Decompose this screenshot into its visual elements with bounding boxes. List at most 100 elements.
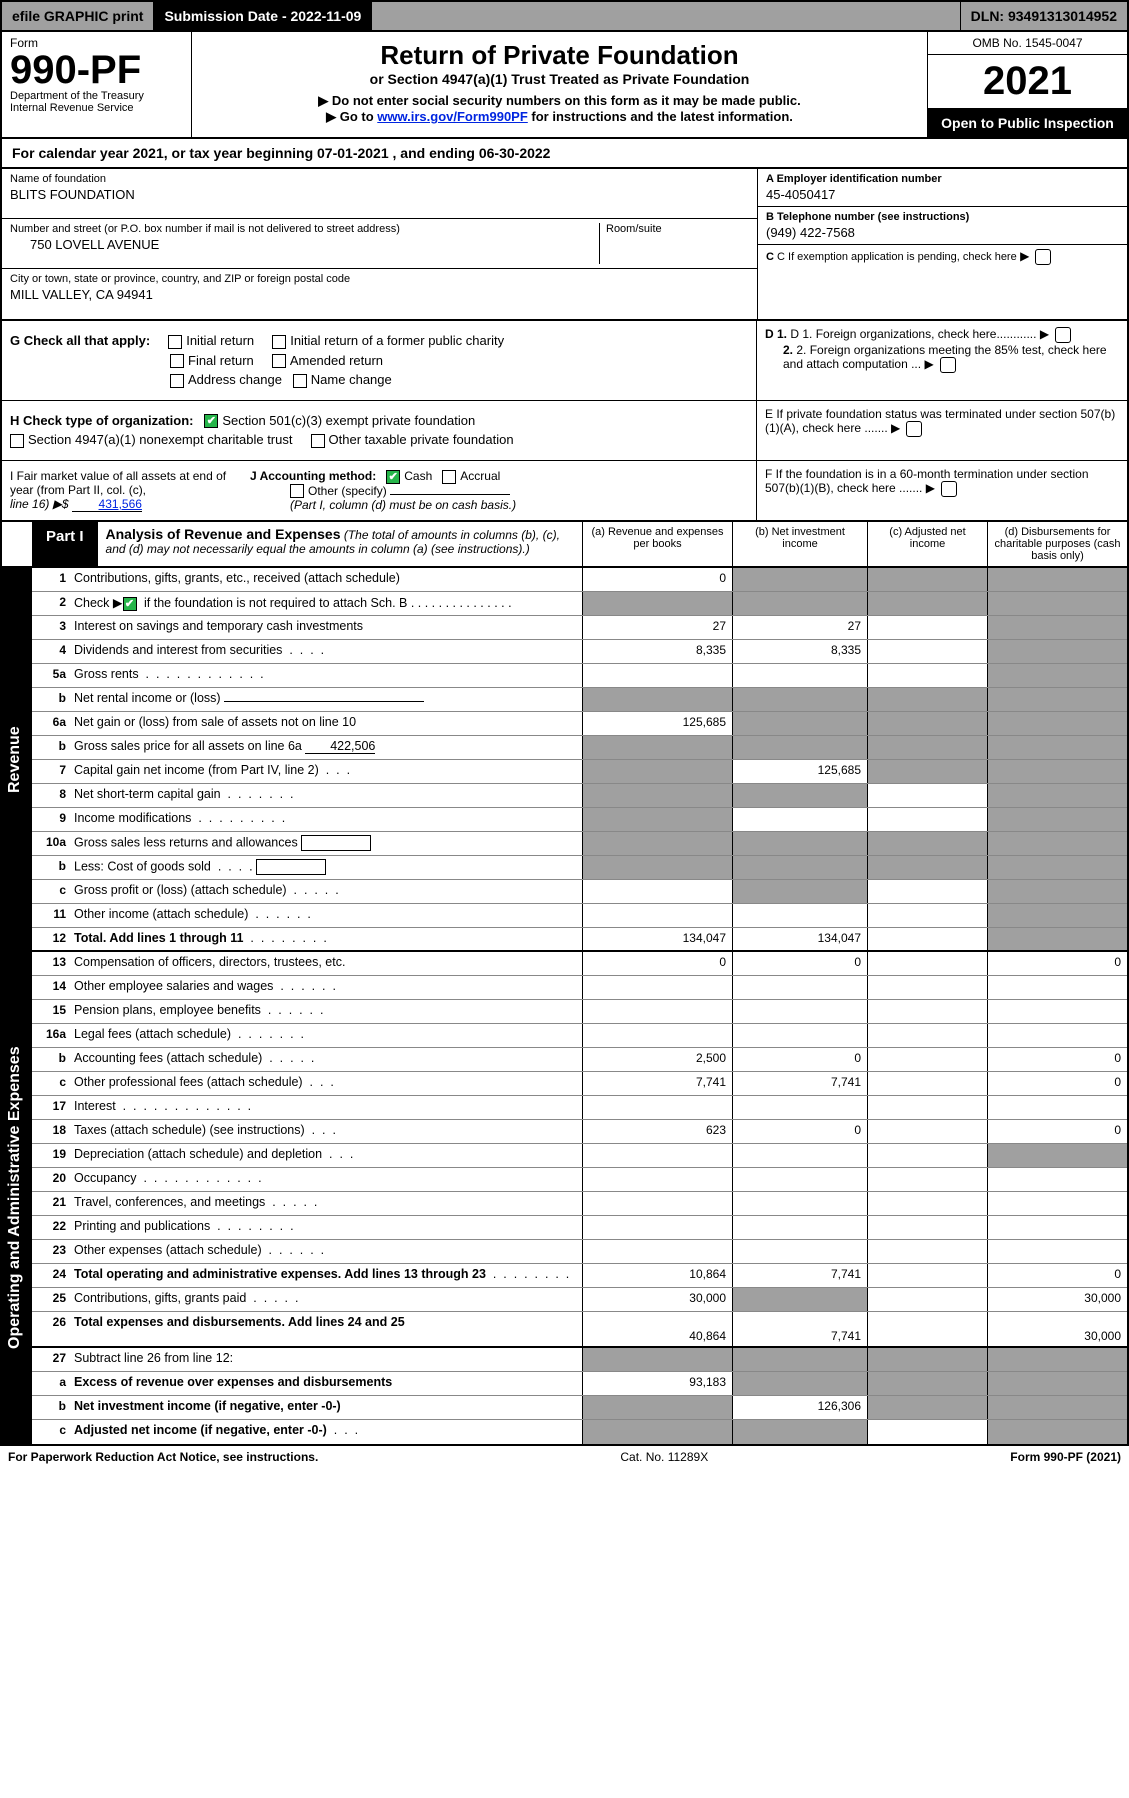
e-terminated: E If private foundation status was termi… [757,401,1127,460]
j-accounting: J Accounting method: Cash Accrual Other … [250,469,748,513]
accrual-checkbox[interactable] [442,470,456,484]
initial-former-checkbox[interactable] [272,335,286,349]
initial-return-checkbox[interactable] [168,335,182,349]
final-return-checkbox[interactable] [170,354,184,368]
section-h-e: H Check type of organization: Section 50… [2,401,1127,461]
cat-number: Cat. No. 11289X [318,1450,1010,1464]
section-g-d: G Check all that apply: Initial return I… [2,321,1127,401]
g-check-row: G Check all that apply: Initial return I… [10,333,748,349]
name-change-checkbox[interactable] [293,374,307,388]
row-12: 12Total. Add lines 1 through 11 . . . . … [32,928,1127,952]
row-10c: cGross profit or (loss) (attach schedule… [32,880,1127,904]
f-checkbox[interactable] [941,481,957,497]
bullet-ssn: ▶ Do not enter social security numbers o… [200,93,919,109]
revenue-side-label: Revenue [2,568,32,952]
form-title: Return of Private Foundation [200,40,919,71]
row-9: 9Income modifications . . . . . . . . . [32,808,1127,832]
row-18: 18Taxes (attach schedule) (see instructi… [32,1120,1127,1144]
ein-cell: A Employer identification number 45-4050… [758,169,1127,207]
row-20: 20Occupancy . . . . . . . . . . . . [32,1168,1127,1192]
row-25: 25Contributions, gifts, grants paid . . … [32,1288,1127,1312]
col-c-header: (c) Adjusted net income [867,522,987,566]
city-cell: City or town, state or province, country… [2,269,757,319]
address-cell: Number and street (or P.O. box number if… [2,219,757,269]
irs-label: Internal Revenue Service [10,102,183,114]
telephone-cell: B Telephone number (see instructions) (9… [758,207,1127,245]
4947a1-checkbox[interactable] [10,434,24,448]
schb-checkbox[interactable] [123,597,137,611]
row-22: 22Printing and publications . . . . . . … [32,1216,1127,1240]
submission-date: Submission Date - 2022-11-09 [154,2,372,30]
row-16c: cOther professional fees (attach schedul… [32,1072,1127,1096]
exemption-checkbox[interactable] [1035,249,1051,265]
form990pf-link[interactable]: www.irs.gov/Form990PF [377,109,528,124]
d1-checkbox[interactable] [1055,327,1071,343]
expenses-side-label: Operating and Administrative Expenses [2,952,32,1444]
h-org-type: H Check type of organization: Section 50… [10,413,748,429]
revenue-section: Revenue 1Contributions, gifts, grants, e… [2,567,1127,952]
i-fmv: I Fair market value of all assets at end… [10,469,250,513]
open-public-inspection: Open to Public Inspection [928,109,1127,137]
dept-treasury: Department of the Treasury [10,90,183,102]
amended-return-checkbox[interactable] [272,354,286,368]
row-10b: bLess: Cost of goods sold . . . . [32,856,1127,880]
other-taxable-checkbox[interactable] [311,434,325,448]
row-23: 23Other expenses (attach schedule) . . .… [32,1240,1127,1264]
e-checkbox[interactable] [906,421,922,437]
dln: DLN: 93491313014952 [960,2,1127,30]
entity-info: Name of foundation BLITS FOUNDATION Numb… [2,169,1127,321]
foundation-name-cell: Name of foundation BLITS FOUNDATION [2,169,757,219]
row-27b: bNet investment income (if negative, ent… [32,1396,1127,1420]
calendar-year-row: For calendar year 2021, or tax year begi… [2,139,1127,169]
col-a-header: (a) Revenue and expenses per books [582,522,732,566]
cash-checkbox[interactable] [386,470,400,484]
row-4: 4Dividends and interest from securities … [32,640,1127,664]
other-method-checkbox[interactable] [290,484,304,498]
col-b-header: (b) Net investment income [732,522,867,566]
row-3: 3Interest on savings and temporary cash … [32,616,1127,640]
footer: For Paperwork Reduction Act Notice, see … [0,1446,1129,1468]
row-27: 27Subtract line 26 from line 12: [32,1348,1127,1372]
exemption-pending-cell: C C If exemption application is pending,… [758,245,1127,269]
form-container: efile GRAPHIC print Submission Date - 20… [0,0,1129,1446]
part1-tag: Part I [32,522,98,566]
row-1: 1Contributions, gifts, grants, etc., rec… [32,568,1127,592]
section-ij-f: I Fair market value of all assets at end… [2,461,1127,523]
row-16a: 16aLegal fees (attach schedule) . . . . … [32,1024,1127,1048]
omb-number: OMB No. 1545-0047 [928,32,1127,55]
topbar: efile GRAPHIC print Submission Date - 20… [2,2,1127,32]
row-26: 26Total expenses and disbursements. Add … [32,1312,1127,1348]
form-number: 990-PF [10,50,183,90]
d-foreign-org: D 1. D 1. Foreign organizations, check h… [757,321,1127,400]
form-year-block: OMB No. 1545-0047 2021 Open to Public In… [927,32,1127,137]
fmv-value-link[interactable]: 431,566 [72,497,142,512]
address-change-checkbox[interactable] [170,374,184,388]
row-13: 13Compensation of officers, directors, t… [32,952,1127,976]
row-15: 15Pension plans, employee benefits . . .… [32,1000,1127,1024]
row-14: 14Other employee salaries and wages . . … [32,976,1127,1000]
row-8: 8Net short-term capital gain . . . . . .… [32,784,1127,808]
form-title-block: Return of Private Foundation or Section … [192,32,927,137]
form-number-block: Form 990-PF Department of the Treasury I… [2,32,192,137]
row-6b: bGross sales price for all assets on lin… [32,736,1127,760]
row-7: 7Capital gain net income (from Part IV, … [32,760,1127,784]
form-ref: Form 990-PF (2021) [1010,1450,1121,1464]
row-19: 19Depreciation (attach schedule) and dep… [32,1144,1127,1168]
row-6a: 6aNet gain or (loss) from sale of assets… [32,712,1127,736]
bullet-goto: ▶ Go to www.irs.gov/Form990PF for instru… [200,109,919,125]
row-2: 2Check ▶ if the foundation is not requir… [32,592,1127,616]
d2-checkbox[interactable] [940,357,956,373]
501c3-checkbox[interactable] [204,414,218,428]
row-17: 17Interest . . . . . . . . . . . . . [32,1096,1127,1120]
form-subtitle: or Section 4947(a)(1) Trust Treated as P… [200,71,919,87]
col-d-header: (d) Disbursements for charitable purpose… [987,522,1127,566]
row-5a: 5aGross rents . . . . . . . . . . . . [32,664,1127,688]
row-21: 21Travel, conferences, and meetings . . … [32,1192,1127,1216]
row-24: 24Total operating and administrative exp… [32,1264,1127,1288]
row-10a: 10aGross sales less returns and allowanc… [32,832,1127,856]
expenses-section: Operating and Administrative Expenses 13… [2,952,1127,1444]
part1-title: Analysis of Revenue and Expenses (The to… [98,522,582,566]
row-27a: aExcess of revenue over expenses and dis… [32,1372,1127,1396]
row-5b: bNet rental income or (loss) [32,688,1127,712]
form-header: Form 990-PF Department of the Treasury I… [2,32,1127,139]
